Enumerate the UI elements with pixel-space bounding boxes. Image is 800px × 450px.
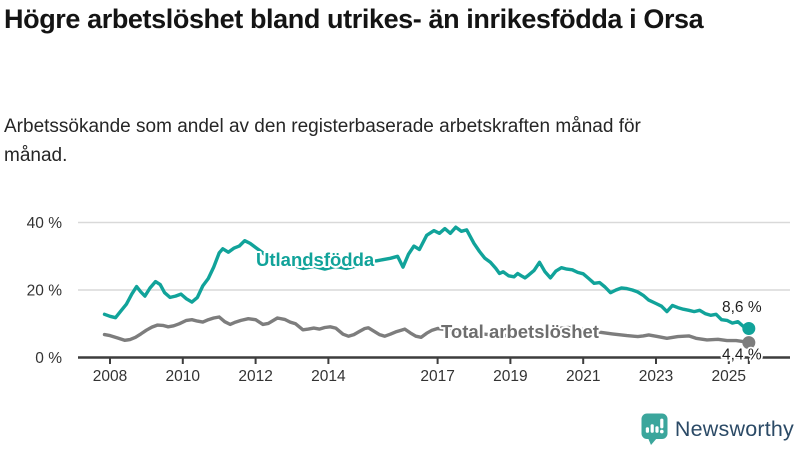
series-line-total [102, 315, 751, 345]
y-axis-tick-label: 20 % [27, 283, 63, 300]
chart-title: Högre arbetslöshet bland utrikes- än inr… [4, 4, 704, 34]
x-axis-tick-label: 2021 [566, 368, 600, 385]
newsworthy-logo: Newsworthy [641, 411, 794, 447]
series-label: Total arbetslöshet [441, 321, 599, 342]
x-axis-tick-label: 2025 [712, 368, 746, 385]
series-label: Utlandsfödda [256, 249, 375, 270]
y-axis-tick-label: 40 % [27, 215, 63, 232]
x-axis-tick-label: 2012 [238, 368, 272, 385]
x-axis-tick-label: 2017 [420, 368, 454, 385]
x-axis-tick-label: 2010 [166, 368, 201, 385]
series-line-utlandsfodda [102, 225, 751, 331]
end-value-label: 8,6 % [722, 299, 762, 316]
y-axis-tick-label: 0 % [35, 350, 62, 367]
newsworthy-bars-icon [641, 413, 668, 445]
x-axis-tick-label: 2014 [311, 368, 346, 385]
newsworthy-logo-text: Newsworthy [674, 416, 794, 441]
series-end-dot [742, 336, 756, 350]
x-axis-tick-label: 2008 [93, 368, 127, 385]
series-end-dot [742, 321, 756, 335]
x-axis-tick-label: 2023 [639, 368, 673, 385]
x-axis-tick-label: 2019 [493, 368, 527, 385]
chart-subtitle: Arbetssökande som andel av den registerb… [4, 116, 641, 167]
end-value-label: 4,4 % [722, 347, 762, 364]
